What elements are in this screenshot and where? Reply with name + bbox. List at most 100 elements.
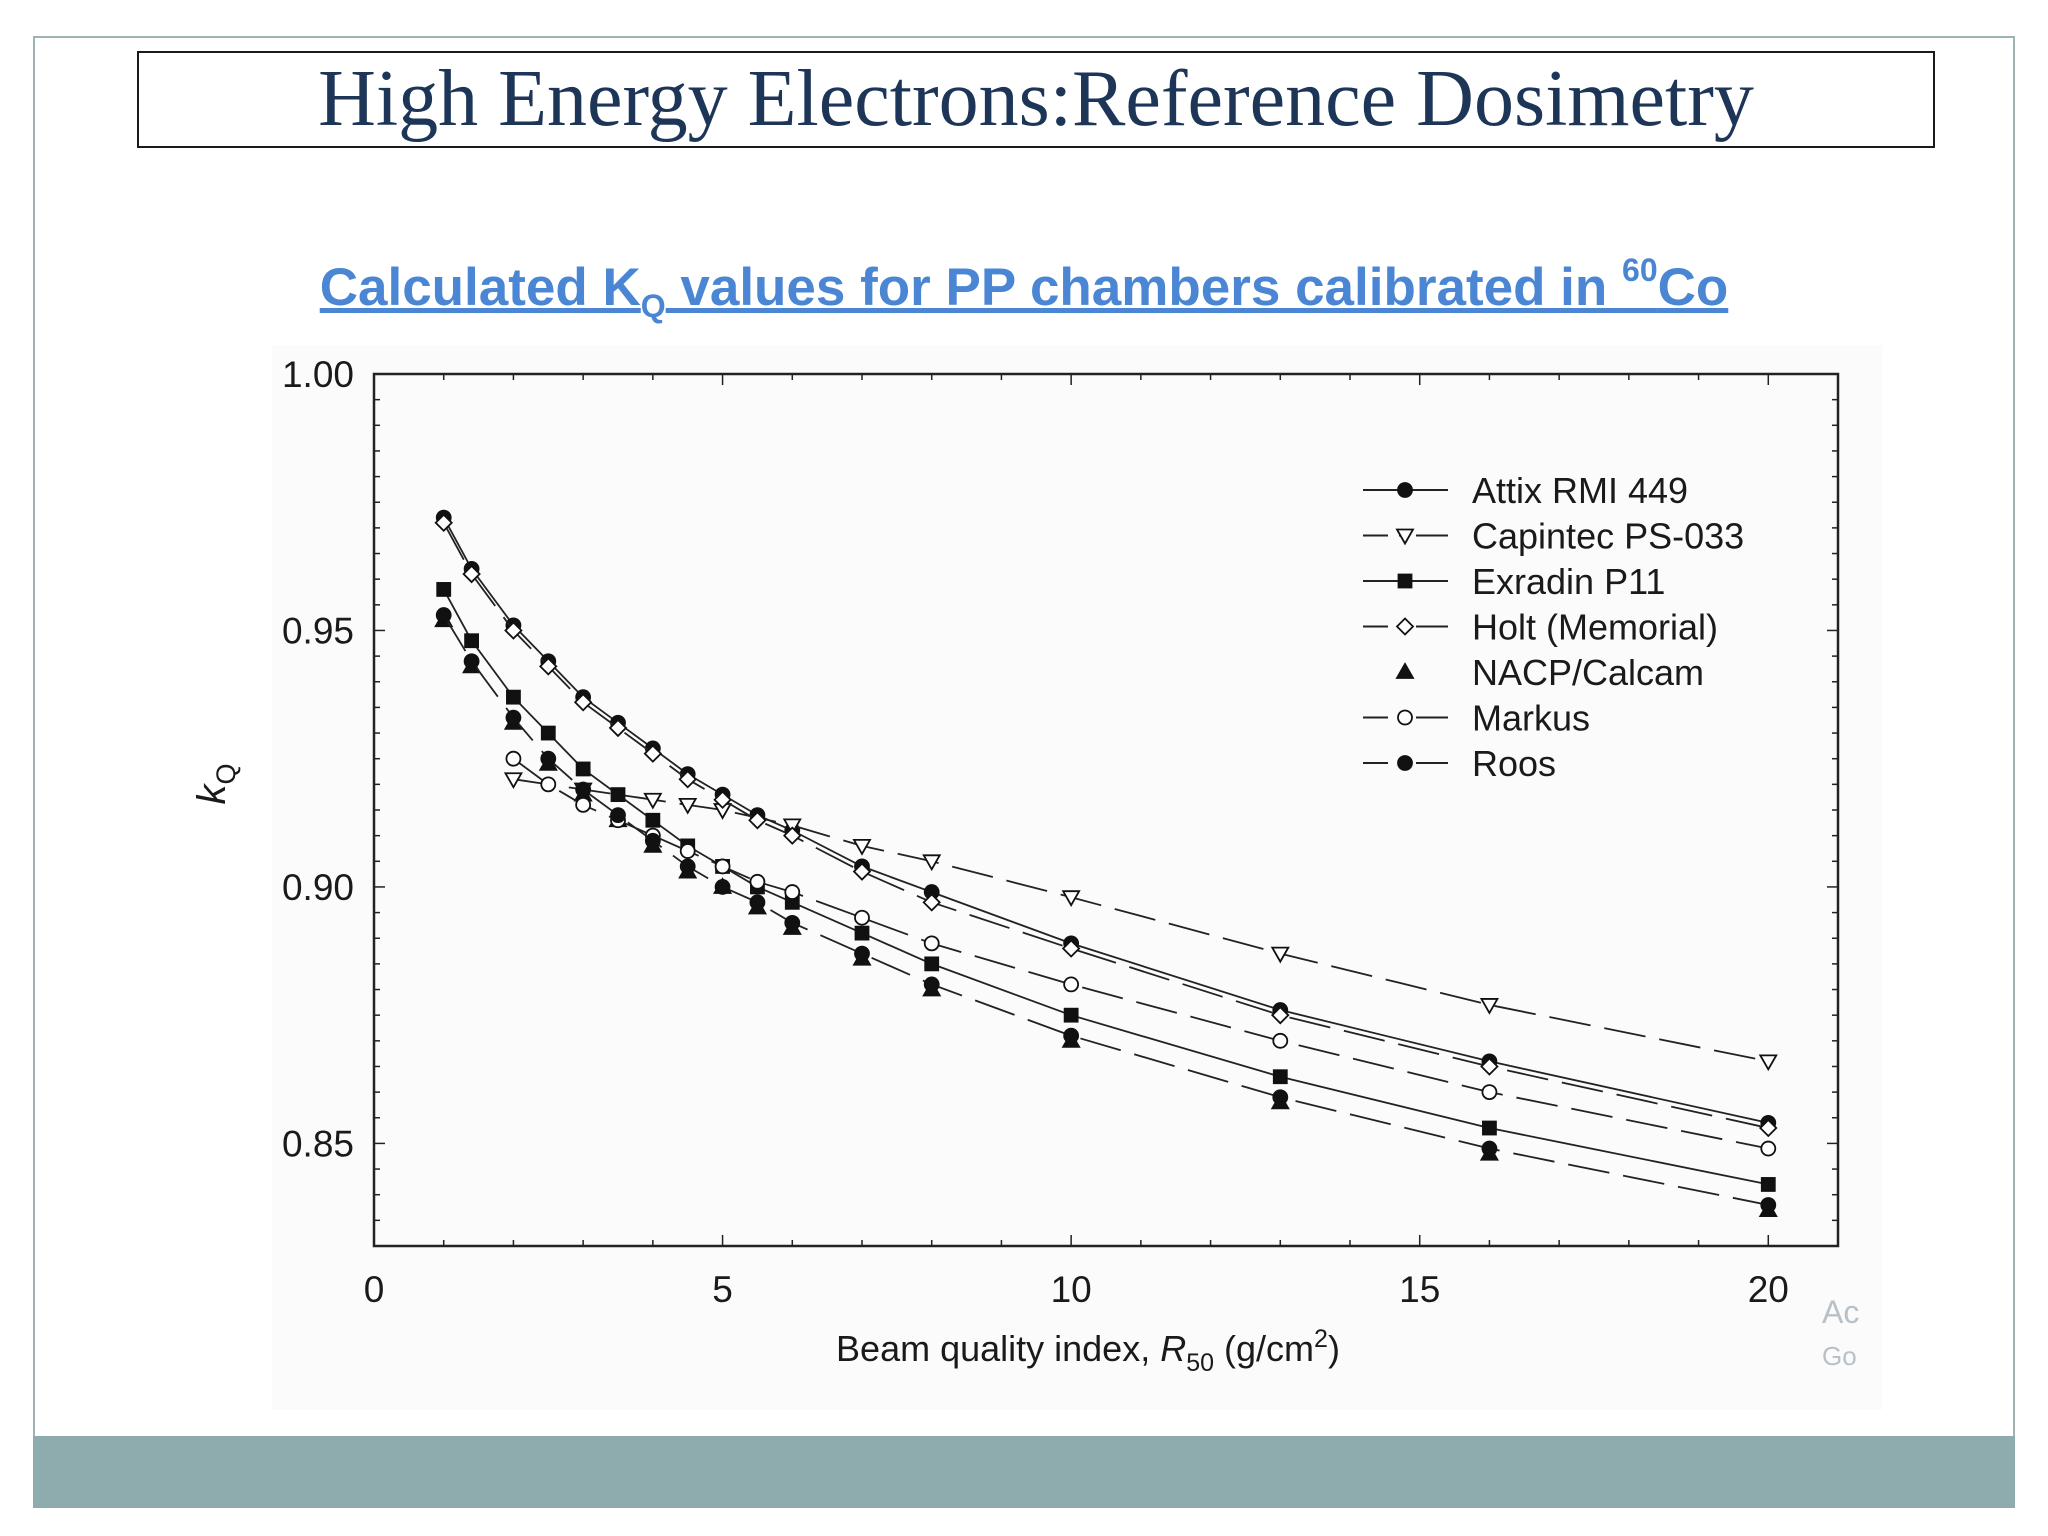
data-point-capintec-ps-033	[1061, 890, 1081, 908]
data-point-holt-memorial	[643, 744, 663, 763]
legend-marker	[1397, 573, 1413, 589]
data-point-capintec-ps-033	[643, 792, 663, 810]
title-box: High Energy Electrons:Reference Dosimetr…	[137, 51, 1935, 148]
data-point-roos	[610, 807, 626, 824]
data-point-markus	[1481, 1084, 1498, 1101]
data-point-markus	[854, 909, 870, 926]
data-point-holt-memorial	[713, 790, 732, 810]
data-point-markus	[505, 750, 522, 767]
data-point-roos	[463, 653, 480, 670]
data-point-holt-memorial	[783, 826, 802, 845]
data-point-markus	[540, 776, 557, 793]
data-point-roos	[854, 945, 870, 962]
series-roos	[435, 607, 1777, 1213]
data-point-roos	[679, 858, 696, 875]
data-point-capintec-ps-033	[1270, 946, 1290, 964]
legend-marker	[1397, 482, 1413, 498]
data-point-exradin-p11	[854, 925, 870, 941]
chart-subtitle: Calculated KQ values for PP chambers cal…	[0, 252, 2048, 325]
plot-area	[434, 509, 1778, 1217]
legend-item-roos: Roos	[1363, 743, 1556, 784]
watermark-line-2: Go	[1822, 1341, 1857, 1371]
data-point-exradin-p11	[436, 582, 452, 597]
data-point-exradin-p11	[924, 956, 940, 972]
legend-item-attix-rmi-449: Attix RMI 449	[1363, 470, 1688, 511]
legend-item-exradin-p11: Exradin P11	[1363, 561, 1665, 602]
data-point-roos	[714, 879, 731, 895]
legend-label: Exradin P11	[1472, 561, 1665, 602]
data-point-capintec-ps-033	[922, 854, 942, 872]
slide-title: High Energy Electrons:Reference Dosimetr…	[318, 55, 1754, 143]
subtitle-sup: 60	[1622, 252, 1658, 288]
x-tick-label: 20	[1748, 1269, 1789, 1310]
axes: 0 5 10 15 20 0.85 0.90 0.95 1.00	[282, 354, 1840, 1310]
y-tick-label: 1.00	[282, 354, 354, 395]
data-point-exradin-p11	[575, 761, 591, 777]
data-point-roos	[1481, 1140, 1498, 1157]
data-point-holt-memorial	[573, 693, 593, 712]
data-point-roos	[1272, 1089, 1289, 1106]
watermark-line-1: Ac	[1822, 1294, 1859, 1330]
data-point-holt-memorial	[852, 862, 872, 881]
data-point-roos	[505, 709, 522, 726]
legend-marker	[1397, 755, 1413, 771]
data-point-exradin-p11	[540, 725, 556, 741]
data-point-holt-memorial	[434, 513, 453, 533]
data-point-markus	[1063, 976, 1080, 993]
y-tick-label: 0.90	[282, 867, 354, 908]
legend-item-holt-memorial: Holt (Memorial)	[1363, 607, 1718, 648]
legend-label: Holt (Memorial)	[1472, 607, 1718, 648]
legend-marker	[1397, 709, 1413, 726]
data-point-roos	[644, 832, 661, 849]
series-line-markus	[512, 757, 1769, 1150]
legend-item-capintec-ps-033: Capintec PS-033	[1363, 516, 1744, 557]
data-point-roos	[784, 914, 801, 931]
data-point-capintec-ps-033	[1758, 1054, 1778, 1072]
data-point-holt-memorial	[1061, 939, 1081, 958]
subtitle-sub: Q	[640, 288, 666, 324]
data-point-markus	[784, 884, 801, 900]
series-holt-memorial	[434, 513, 1778, 1138]
footer-bar	[33, 1436, 2015, 1508]
legend-label: Attix RMI 449	[1472, 470, 1688, 511]
data-point-holt-memorial	[1271, 1005, 1290, 1025]
data-point-markus	[1272, 1032, 1289, 1049]
data-point-markus	[923, 935, 940, 952]
x-tick-label: 15	[1399, 1269, 1440, 1310]
data-point-roos	[540, 750, 557, 767]
data-point-markus	[749, 873, 766, 890]
legend-label: Capintec PS-033	[1472, 516, 1744, 557]
legend-marker	[1395, 617, 1415, 636]
data-point-holt-memorial	[539, 657, 558, 676]
legend-marker	[1395, 662, 1415, 679]
y-tick-label: 0.95	[282, 610, 354, 651]
data-point-holt-memorial	[1480, 1057, 1499, 1076]
data-point-roos	[923, 976, 940, 993]
data-point-capintec-ps-033	[678, 797, 698, 815]
legend-label: Markus	[1472, 698, 1590, 739]
data-point-markus	[679, 843, 696, 859]
data-point-roos	[749, 894, 766, 911]
legend-label: NACP/Calcam	[1472, 652, 1704, 693]
data-point-markus	[714, 858, 731, 875]
data-point-exradin-p11	[1063, 1007, 1079, 1023]
x-axis-label: Beam quality index, R50 (g/cm2)	[836, 1325, 1340, 1377]
data-point-roos	[1760, 1197, 1777, 1213]
x-tick-label: 10	[1051, 1269, 1092, 1310]
data-point-roos	[575, 781, 592, 798]
data-point-holt-memorial	[1759, 1118, 1778, 1138]
subtitle-mid: values for PP chambers calibrated in	[665, 258, 1623, 317]
series-line-capintec-ps-033	[513, 778, 1769, 1063]
data-point-holt-memorial	[922, 893, 941, 912]
data-point-holt-memorial	[462, 564, 481, 584]
y-tick-label: 0.85	[282, 1123, 354, 1164]
data-point-roos	[435, 607, 452, 623]
legend-item-nacp-calcam: NACP/Calcam	[1395, 652, 1704, 693]
x-tick-label: 0	[364, 1269, 385, 1310]
data-point-exradin-p11	[610, 787, 626, 803]
data-point-capintec-ps-033	[852, 839, 872, 856]
data-point-exradin-p11	[1272, 1069, 1288, 1085]
subtitle-pre: Calculated K	[319, 258, 641, 317]
data-point-markus	[1760, 1140, 1777, 1157]
